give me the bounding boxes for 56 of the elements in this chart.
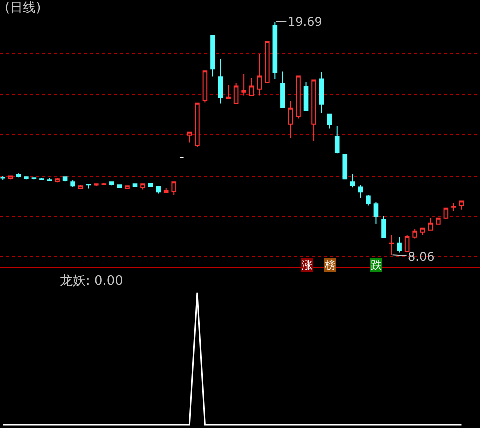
candlestick: [436, 218, 441, 225]
candlestick: [257, 54, 262, 96]
candlestick: [78, 184, 84, 190]
candlestick: [94, 183, 99, 187]
candlestick: [312, 80, 316, 142]
candlestick: [172, 182, 177, 196]
text: 跌: [371, 259, 382, 272]
candlestick: [242, 74, 246, 96]
candlestick: [265, 42, 270, 84]
candlestick: [0, 176, 6, 181]
candlestick: [210, 36, 216, 78]
candlestick: [404, 234, 410, 252]
candlestick: [55, 178, 60, 184]
annotation: 19.69: [288, 15, 322, 29]
candlestick: [334, 125, 340, 154]
candlestick: [319, 72, 324, 114]
candlestick: [327, 114, 332, 130]
candlestick: [249, 78, 254, 96]
candlestick: [110, 182, 114, 186]
candlestick: [412, 228, 418, 240]
candlestick: [226, 84, 231, 100]
candlestick: [272, 22, 278, 80]
candlestick: [195, 102, 200, 148]
candlestick: [156, 186, 161, 194]
chart-title: (日线): [5, 1, 42, 16]
candlestick: [366, 194, 371, 206]
candlestick: [164, 188, 169, 194]
candlestick: [459, 200, 464, 210]
text: 涨: [302, 259, 313, 272]
candlestick: [420, 228, 426, 236]
candlestick: [234, 82, 239, 104]
candlestick: [140, 184, 146, 190]
text: 榜: [325, 259, 336, 272]
candlestick: [374, 202, 379, 224]
candlestick: [342, 154, 348, 180]
candlestick: [125, 186, 130, 190]
candlestick: [280, 71, 286, 108]
candlestick: [397, 236, 402, 254]
candlestick: [288, 100, 294, 139]
candlestick: [70, 180, 76, 188]
candlestick: [86, 184, 92, 190]
candlestick: [382, 216, 386, 238]
candlestick: [389, 234, 394, 256]
candlestick: [452, 202, 456, 212]
candlestick: [444, 208, 449, 220]
candlestick: [428, 217, 434, 231]
candlestick: [187, 132, 192, 144]
candlestick: [358, 184, 364, 199]
annotation: 8.06: [408, 250, 435, 264]
candlestick: [350, 174, 356, 188]
candlestick: [218, 58, 224, 104]
candlestick: [24, 176, 29, 180]
candlestick: [296, 76, 301, 120]
candlestick: [202, 70, 208, 104]
chart-title: 龙妖: 0.00: [60, 274, 124, 289]
candlestick: [304, 82, 309, 112]
